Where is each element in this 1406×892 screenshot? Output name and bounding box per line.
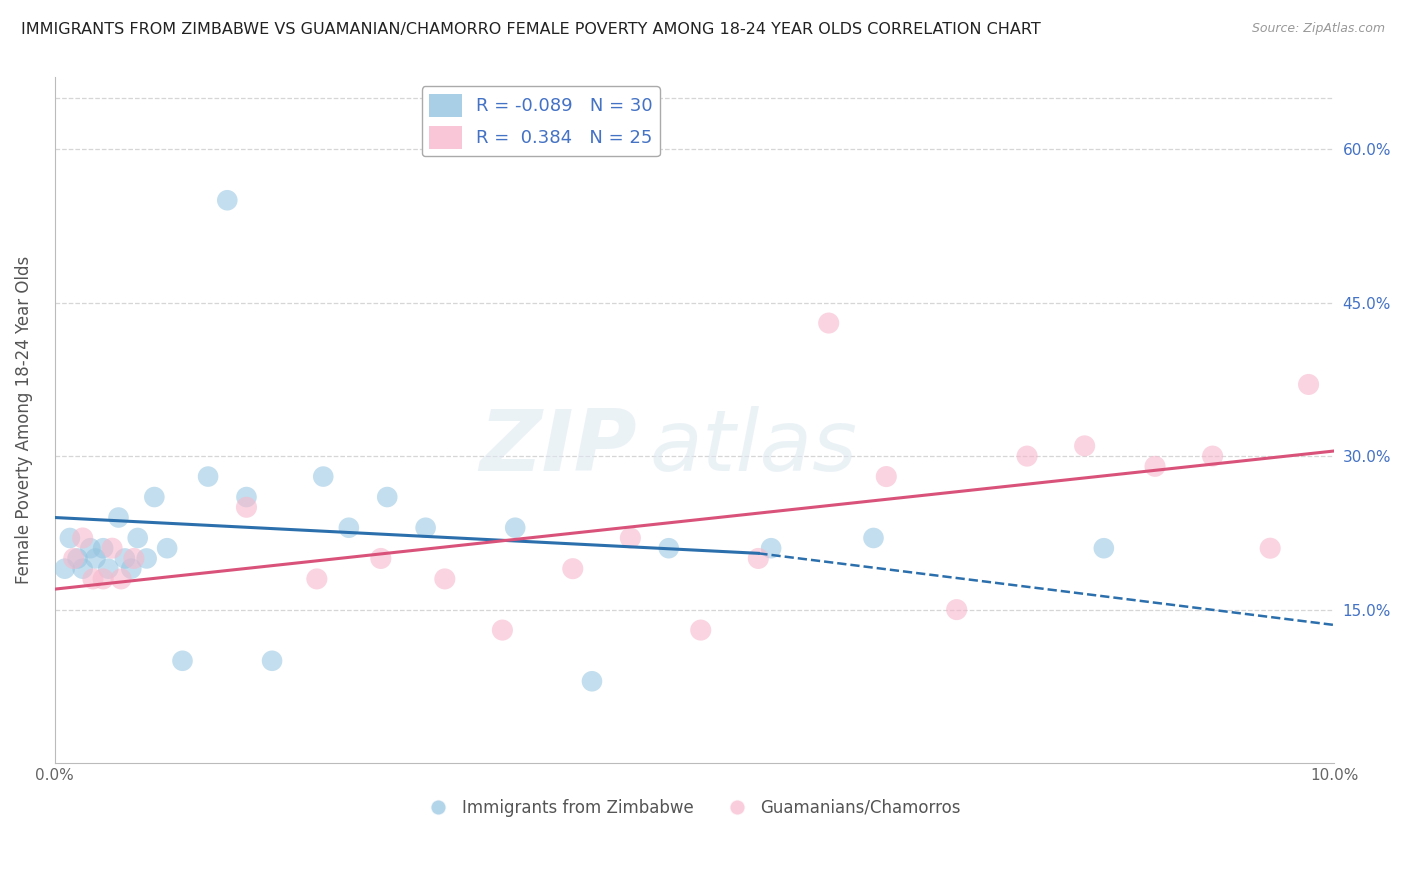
- Point: [875, 469, 897, 483]
- Point: [370, 551, 392, 566]
- Point: [235, 500, 257, 515]
- Point: [619, 531, 641, 545]
- Point: [122, 551, 145, 566]
- Point: [305, 572, 328, 586]
- Point: [561, 562, 583, 576]
- Point: [491, 623, 513, 637]
- Y-axis label: Female Poverty Among 18-24 Year Olds: Female Poverty Among 18-24 Year Olds: [15, 256, 32, 584]
- Point: [1298, 377, 1320, 392]
- Point: [312, 469, 335, 483]
- Point: [1073, 439, 1095, 453]
- Point: [79, 541, 101, 556]
- Point: [156, 541, 179, 556]
- Point: [1143, 459, 1166, 474]
- Point: [945, 602, 967, 616]
- Point: [82, 572, 104, 586]
- Point: [59, 531, 82, 545]
- Point: [120, 562, 142, 576]
- Point: [172, 654, 194, 668]
- Point: [135, 551, 157, 566]
- Text: Source: ZipAtlas.com: Source: ZipAtlas.com: [1251, 22, 1385, 36]
- Point: [1092, 541, 1115, 556]
- Point: [1015, 449, 1038, 463]
- Text: IMMIGRANTS FROM ZIMBABWE VS GUAMANIAN/CHAMORRO FEMALE POVERTY AMONG 18-24 YEAR O: IMMIGRANTS FROM ZIMBABWE VS GUAMANIAN/CH…: [21, 22, 1040, 37]
- Point: [107, 510, 129, 524]
- Point: [235, 490, 257, 504]
- Point: [1258, 541, 1281, 556]
- Point: [114, 551, 136, 566]
- Point: [689, 623, 711, 637]
- Point: [375, 490, 398, 504]
- Point: [581, 674, 603, 689]
- Point: [72, 562, 94, 576]
- Point: [62, 551, 84, 566]
- Text: atlas: atlas: [650, 406, 858, 489]
- Point: [217, 193, 239, 207]
- Point: [262, 654, 284, 668]
- Point: [337, 521, 360, 535]
- Point: [110, 572, 132, 586]
- Point: [862, 531, 884, 545]
- Point: [503, 521, 526, 535]
- Point: [91, 541, 114, 556]
- Point: [433, 572, 456, 586]
- Point: [91, 572, 114, 586]
- Point: [53, 562, 76, 576]
- Point: [127, 531, 149, 545]
- Point: [658, 541, 681, 556]
- Text: ZIP: ZIP: [479, 406, 637, 489]
- Point: [817, 316, 839, 330]
- Point: [197, 469, 219, 483]
- Point: [759, 541, 782, 556]
- Point: [143, 490, 166, 504]
- Point: [1201, 449, 1223, 463]
- Point: [101, 541, 124, 556]
- Point: [66, 551, 89, 566]
- Point: [72, 531, 94, 545]
- Legend: Immigrants from Zimbabwe, Guamanians/Chamorros: Immigrants from Zimbabwe, Guamanians/Cha…: [422, 792, 967, 823]
- Point: [415, 521, 437, 535]
- Point: [84, 551, 107, 566]
- Point: [97, 562, 120, 576]
- Point: [747, 551, 769, 566]
